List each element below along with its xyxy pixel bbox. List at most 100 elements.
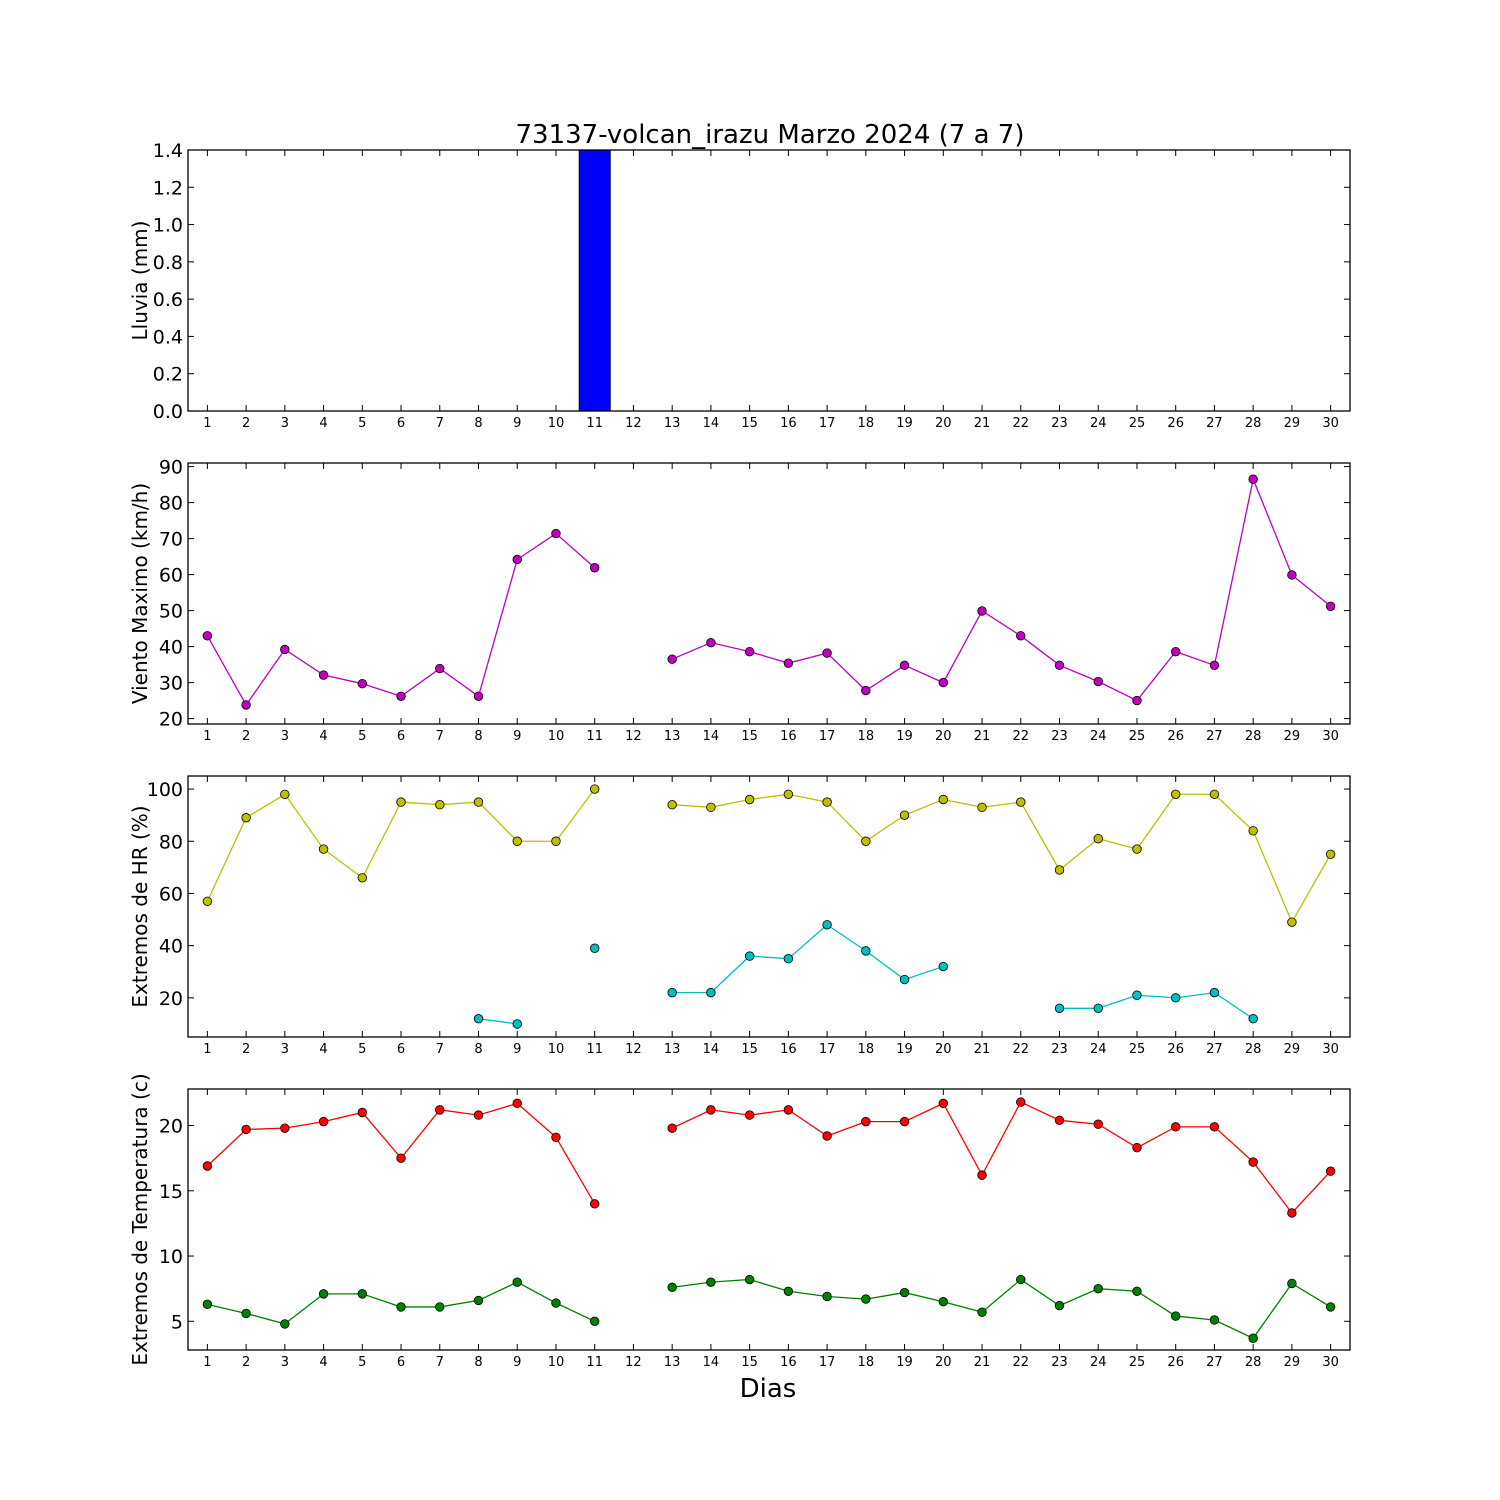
y-tick-label: 0.4 [153, 326, 183, 348]
data-point [280, 1123, 290, 1133]
y-tick-label: 60 [159, 565, 183, 587]
data-point [1132, 990, 1142, 1000]
data-point [280, 1319, 290, 1329]
data-point [977, 802, 987, 813]
x-tick-label: 23 [1051, 729, 1068, 744]
data-point [590, 784, 600, 794]
series-line [1059, 991, 1254, 1020]
data-point [1325, 601, 1336, 611]
data-point [861, 685, 871, 696]
data-point [396, 1302, 406, 1312]
x-tick-label: 16 [780, 416, 797, 431]
data-point [551, 528, 561, 539]
data-point [1054, 660, 1065, 671]
y-tick-label: 1.4 [153, 140, 183, 162]
x-tick-label: 2 [242, 1042, 250, 1057]
data-point [590, 1316, 600, 1326]
x-tick-label: 18 [858, 416, 875, 431]
x-tick-label: 15 [741, 1355, 758, 1370]
x-tick-label: 11 [586, 729, 603, 744]
x-tick-label: 9 [513, 1355, 521, 1370]
x-tick-label: 1 [203, 729, 211, 744]
x-tick-label: 14 [703, 416, 720, 431]
data-point [473, 1295, 484, 1306]
x-tick-label: 12 [625, 416, 642, 431]
data-point [202, 1161, 213, 1171]
x-tick-label: 2 [242, 416, 250, 431]
data-point [1170, 993, 1181, 1003]
y-tick-label: 40 [159, 637, 183, 659]
chart-panels: Lluvia (mm)0.00.20.40.60.81.01.21.41 2 3 4 5… [128, 140, 1351, 1370]
x-tick-label: 19 [896, 1042, 913, 1057]
data-point [241, 813, 251, 823]
data-point [590, 943, 600, 953]
data-point [318, 1289, 329, 1299]
x-tick-label: 12 [625, 729, 642, 744]
x-tick-label: 13 [664, 1042, 681, 1057]
y-tick-label: 50 [159, 601, 183, 623]
x-tick-label: 16 [780, 1042, 797, 1057]
x-tick-label: 1 [203, 1355, 211, 1370]
series-line [672, 1278, 1331, 1340]
x-tick-label: 8 [474, 416, 482, 431]
x-tick-label: 27 [1206, 1355, 1223, 1370]
x-tick-label: 17 [819, 1042, 836, 1057]
x-tick-label: 1 [203, 1042, 211, 1057]
x-tick-label: 20 [935, 1042, 952, 1057]
data-point [512, 1098, 522, 1109]
data-point [1209, 1122, 1220, 1132]
data-point [899, 810, 910, 820]
y-tick-label: 0.8 [153, 252, 183, 274]
x-tick-label: 8 [474, 1042, 482, 1057]
x-tick-label: 24 [1090, 1042, 1107, 1057]
data-point [202, 631, 213, 641]
data-point [512, 1019, 522, 1029]
x-tick-label: 10 [548, 1042, 565, 1057]
y-tick-label: 0.2 [153, 364, 183, 386]
x-tick-label: 29 [1284, 1355, 1301, 1370]
data-point [667, 1282, 677, 1293]
x-tick-label: 11 [586, 416, 603, 431]
x-tick-label: 14 [703, 1355, 720, 1370]
x-tick-label: 19 [896, 1355, 913, 1370]
data-point [861, 1294, 871, 1304]
x-tick-label: 27 [1206, 1042, 1223, 1057]
x-tick-label: 5 [358, 1042, 366, 1057]
data-point [861, 1116, 871, 1127]
data-point [1016, 1274, 1026, 1285]
data-point [938, 794, 949, 805]
data-point [318, 844, 329, 854]
bar [578, 150, 611, 411]
data-point [1170, 1122, 1181, 1132]
y-tick-label: 0.0 [153, 401, 183, 423]
data-point [280, 789, 290, 799]
y-tick-label: 90 [159, 457, 183, 479]
x-tick-label: 5 [358, 416, 366, 431]
y-tick-label: 1.2 [153, 177, 183, 199]
x-tick-label: 30 [1322, 1355, 1339, 1370]
x-tick-label: 6 [397, 416, 405, 431]
data-point [783, 1105, 794, 1115]
data-point [1016, 1097, 1026, 1107]
x-tick-label: 6 [397, 1355, 405, 1370]
y-tick-label: 100 [147, 779, 183, 801]
x-tick-label: 11 [586, 1355, 603, 1370]
x-tick-label: 7 [436, 1355, 444, 1370]
data-point [473, 691, 484, 701]
data-point [706, 637, 716, 648]
data-point [473, 1014, 484, 1024]
data-point [396, 797, 406, 807]
data-point [551, 836, 561, 846]
x-tick-label: 18 [858, 1355, 875, 1370]
data-point [938, 1098, 949, 1109]
axes-frame [187, 462, 1351, 725]
x-tick-label: 16 [780, 729, 797, 744]
y-tick-label: 10 [159, 1246, 183, 1268]
data-point [1170, 646, 1181, 657]
x-tick-label: 23 [1051, 1355, 1068, 1370]
data-point [590, 1199, 600, 1209]
x-tick-label: 15 [741, 1042, 758, 1057]
x-tick-label: 27 [1206, 729, 1223, 744]
